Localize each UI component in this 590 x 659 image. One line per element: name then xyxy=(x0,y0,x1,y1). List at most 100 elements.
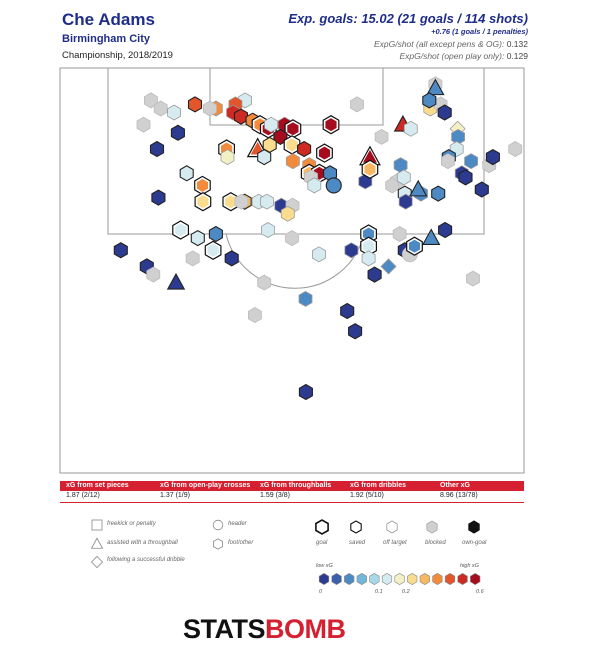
xg-scale-swatch xyxy=(457,573,468,585)
shot-marker xyxy=(233,108,249,125)
xg-per-shot-all-label: ExpG/shot (all except pens & OG): xyxy=(373,39,505,49)
shot-marker xyxy=(325,177,342,194)
shot-marker xyxy=(222,192,240,212)
shot-marker-fill xyxy=(396,169,411,186)
shot-marker xyxy=(151,189,166,206)
xg-scale-swatch xyxy=(356,573,367,585)
shot-marker xyxy=(307,177,322,194)
throughball-legend-icon xyxy=(90,537,104,549)
shot-marker-fill xyxy=(464,153,479,170)
shot-marker-fill xyxy=(350,96,364,113)
shot-marker-fill xyxy=(392,226,407,242)
shot-marker-fill xyxy=(166,272,186,290)
legend-label-goal: goal xyxy=(316,540,328,546)
shot-marker-fill xyxy=(325,177,342,194)
own-goal-legend-icon xyxy=(468,520,480,534)
shot-marker-fill xyxy=(224,250,239,267)
xg-headline: Exp. goals: 15.02 (21 goals / 114 shots) xyxy=(288,11,528,26)
shot-marker xyxy=(485,148,500,166)
legend xyxy=(90,519,481,585)
scale-tick-01: 0.1 xyxy=(375,589,383,595)
shot-marker xyxy=(262,136,277,154)
shot-marker-fill xyxy=(146,266,161,283)
shot-marker xyxy=(194,175,211,196)
shot-marker xyxy=(136,116,151,133)
shot-marker xyxy=(146,266,161,283)
shot-marker xyxy=(167,104,182,121)
shot-marker xyxy=(474,181,489,198)
shot-marker-fill xyxy=(285,153,300,170)
shot-marker-fill xyxy=(458,169,473,186)
shot-marker-fill xyxy=(298,290,313,307)
scale-low-label: low xG xyxy=(316,563,333,569)
shot-marker xyxy=(361,250,376,267)
xg-header-set-pieces: xG from set pieces xyxy=(66,482,129,489)
shot-marker-fill xyxy=(426,78,445,96)
shot-marker-fill xyxy=(262,136,277,154)
shot-marker xyxy=(466,270,480,287)
shot-marker-fill xyxy=(438,221,453,239)
shot-marker-fill xyxy=(367,266,382,283)
xg-penalties-line: +0.76 (1 goals / 1 penalties) xyxy=(431,27,528,36)
shot-marker-fill xyxy=(143,92,158,109)
shot-marker-fill xyxy=(259,193,274,210)
legend-label-off-target: off target xyxy=(383,540,407,546)
xg-per-shot-open: ExpG/shot (open play only): 0.129 xyxy=(399,51,528,61)
shot-marker xyxy=(385,177,400,194)
off-target-legend-icon xyxy=(386,520,398,534)
shot-marker-fill xyxy=(344,242,359,259)
xg-value-throughballs: 1.59 (3/8) xyxy=(260,492,290,499)
shot-marker-fill xyxy=(437,104,452,121)
xg-header-crosses: xG from open-play crosses xyxy=(160,482,251,489)
xg-value-crosses: 1.37 (1/9) xyxy=(160,492,190,499)
xg-scale-swatch xyxy=(407,573,418,585)
shot-marker-fill xyxy=(233,108,249,125)
shot-marker-fill xyxy=(431,185,446,202)
shot-marker xyxy=(458,169,473,186)
shot-marker xyxy=(149,140,165,158)
shot-marker-fill xyxy=(202,100,217,117)
xg-scale-swatch xyxy=(331,573,342,585)
shot-marker-fill xyxy=(257,274,272,291)
xg-scale-swatch xyxy=(470,573,481,585)
shot-marker-fill xyxy=(136,116,151,133)
shot-marker xyxy=(190,229,205,247)
player-name: Che Adams xyxy=(62,10,155,29)
shot-marker-fill xyxy=(170,124,185,141)
shot-marker xyxy=(350,96,364,113)
shot-marker xyxy=(224,250,239,267)
shot-marker xyxy=(422,228,441,246)
legend-label-foot: foot/other xyxy=(228,540,254,546)
shot-marker-fill xyxy=(153,100,168,117)
shot-marker xyxy=(398,193,413,210)
header-legend-icon xyxy=(212,519,224,531)
shot-marker xyxy=(283,135,301,155)
xg-value-dribbles: 1.92 (5/10) xyxy=(350,492,384,499)
xg-scale-swatch xyxy=(318,573,330,585)
shot-marker-fill xyxy=(264,116,279,133)
xg-per-shot-open-label: ExpG/shot (open play only): xyxy=(399,51,505,61)
shot-marker-fill xyxy=(220,149,235,166)
scale-high-label: high xG xyxy=(460,563,479,569)
shot-marker xyxy=(392,226,407,242)
shot-marker-fill xyxy=(297,140,312,158)
shot-marker-fill xyxy=(398,193,413,210)
shot-marker-fill xyxy=(174,222,187,238)
shot-marker xyxy=(440,153,455,170)
xg-table-header-row: xG from set pieces xG from open-play cro… xyxy=(60,481,524,491)
shot-marker-fill xyxy=(324,117,338,132)
shot-marker xyxy=(113,242,128,259)
freekick-legend-icon xyxy=(91,519,103,531)
xg-per-shot-open-value: 0.129 xyxy=(506,51,528,61)
shot-marker xyxy=(322,115,340,135)
shot-marker xyxy=(348,323,363,340)
shot-marker-fill xyxy=(187,96,203,113)
scale-tick-06: 0.6 xyxy=(476,589,484,595)
shot-marker xyxy=(260,222,275,238)
shot-marker-fill xyxy=(361,250,376,267)
shot-marker xyxy=(409,179,428,197)
shot-marker-fill xyxy=(380,258,397,275)
shot-marker xyxy=(170,124,185,141)
shot-marker xyxy=(166,272,186,290)
legend-label-blocked: blocked xyxy=(425,540,446,546)
